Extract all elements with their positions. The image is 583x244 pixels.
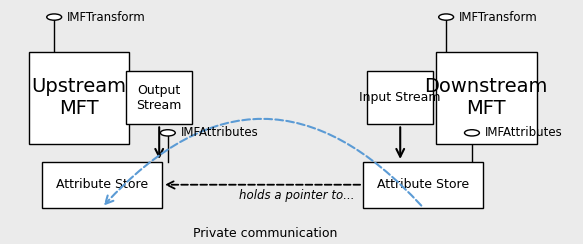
Text: Private communication: Private communication [193, 227, 338, 240]
FancyArrowPatch shape [106, 119, 422, 206]
Circle shape [160, 130, 175, 136]
Circle shape [438, 14, 454, 20]
Text: IMFTransform: IMFTransform [459, 10, 538, 24]
Text: Upstream
MFT: Upstream MFT [31, 77, 127, 118]
FancyBboxPatch shape [126, 71, 192, 124]
FancyBboxPatch shape [41, 162, 162, 208]
Circle shape [465, 130, 479, 136]
Text: Downstream
MFT: Downstream MFT [424, 77, 548, 118]
Text: IMFAttributes: IMFAttributes [484, 126, 563, 139]
Text: Attribute Store: Attribute Store [377, 178, 469, 191]
Text: IMFAttributes: IMFAttributes [180, 126, 258, 139]
Text: Output
Stream: Output Stream [136, 84, 182, 112]
Text: Attribute Store: Attribute Store [56, 178, 148, 191]
FancyBboxPatch shape [363, 162, 483, 208]
Circle shape [47, 14, 62, 20]
FancyBboxPatch shape [436, 52, 536, 144]
Text: IMFTransform: IMFTransform [67, 10, 146, 24]
FancyBboxPatch shape [367, 71, 433, 124]
FancyBboxPatch shape [29, 52, 129, 144]
Text: Input Stream: Input Stream [360, 91, 441, 104]
Text: holds a pointer to...: holds a pointer to... [239, 189, 354, 202]
